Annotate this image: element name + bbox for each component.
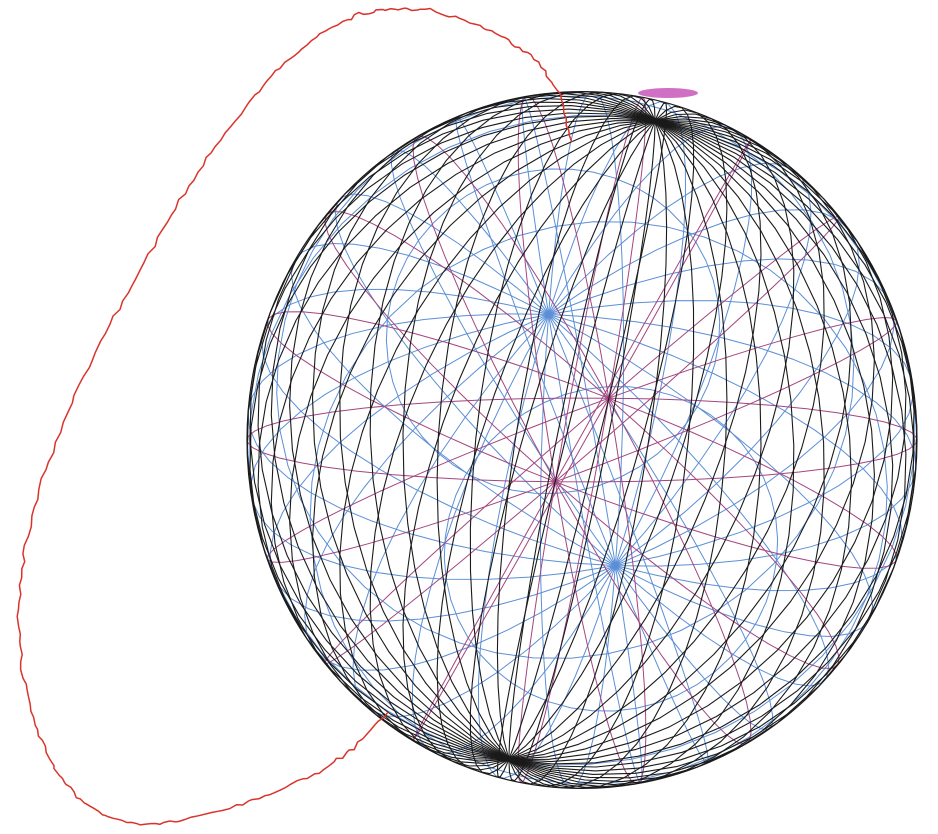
sphere-outline [246,91,918,789]
sphere-meridians [246,91,918,789]
blue-ring-line [385,168,721,494]
red-trajectory-curve [16,7,573,826]
top-pole-marker [638,88,698,98]
markers [638,88,698,98]
blue-ring-line [276,95,855,659]
